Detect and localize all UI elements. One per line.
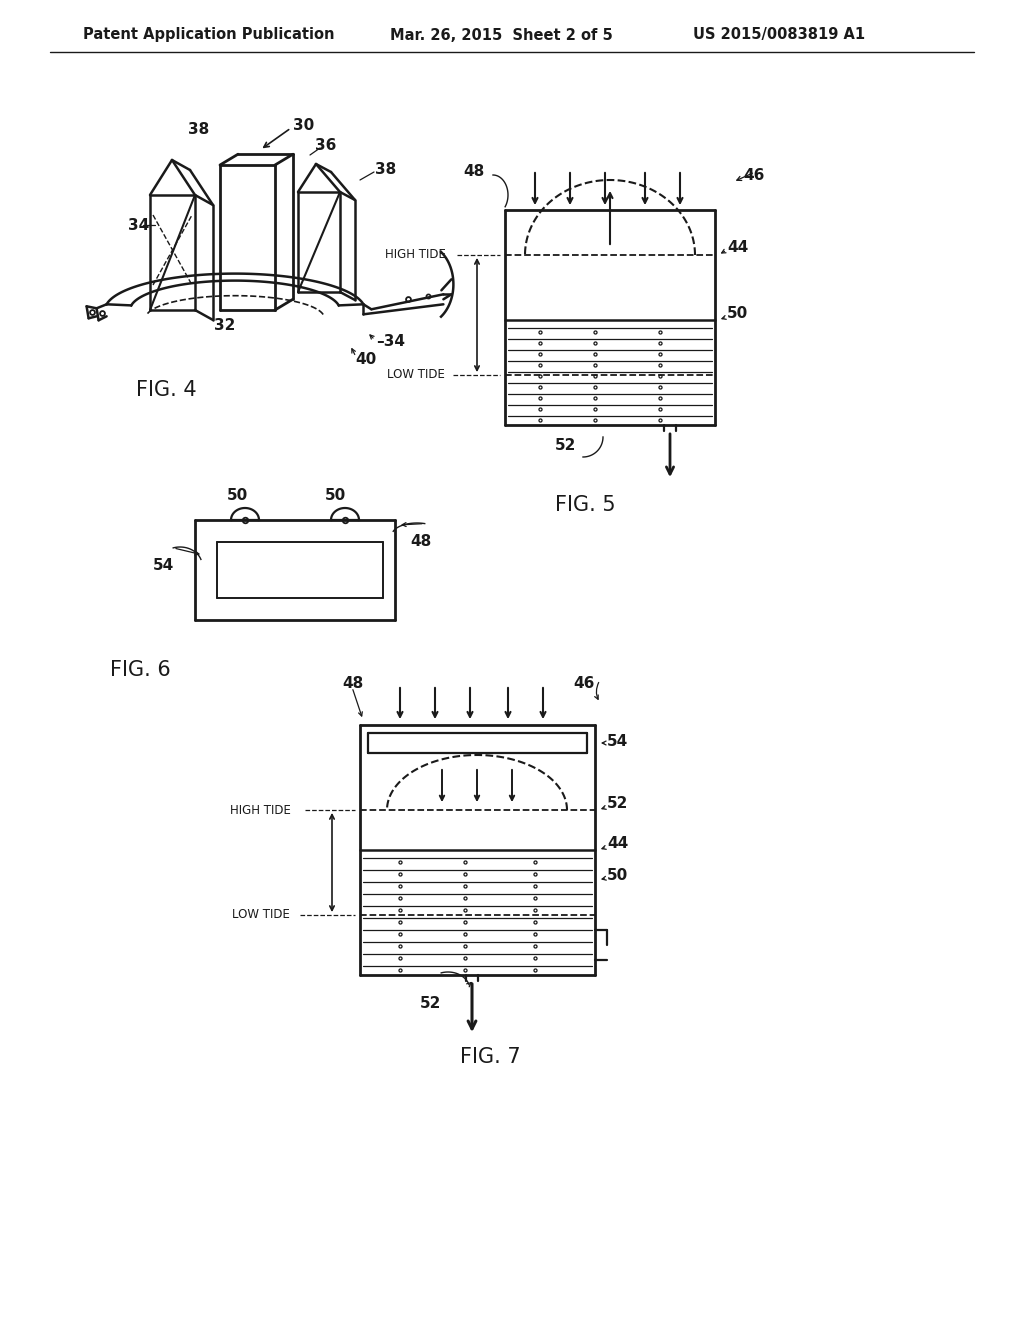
- Text: LOW TIDE: LOW TIDE: [232, 908, 290, 921]
- Text: 36: 36: [315, 137, 336, 153]
- Text: HIGH TIDE: HIGH TIDE: [385, 248, 445, 261]
- Text: –34: –34: [376, 334, 406, 350]
- Text: HIGH TIDE: HIGH TIDE: [230, 804, 291, 817]
- Text: 52: 52: [420, 995, 441, 1011]
- Text: 48: 48: [464, 165, 485, 180]
- Text: FIG. 4: FIG. 4: [136, 380, 197, 400]
- Text: 40: 40: [355, 352, 376, 367]
- Text: FIG. 6: FIG. 6: [110, 660, 171, 680]
- Text: 38: 38: [375, 162, 396, 177]
- Text: 50: 50: [607, 867, 629, 883]
- Text: 48: 48: [410, 535, 431, 549]
- Text: 54: 54: [153, 557, 174, 573]
- Text: LOW TIDE: LOW TIDE: [387, 368, 444, 381]
- Text: 46: 46: [743, 168, 764, 182]
- Text: 34: 34: [128, 218, 150, 232]
- Text: 52: 52: [607, 796, 629, 812]
- Text: 50: 50: [227, 488, 248, 503]
- Text: 30: 30: [293, 117, 314, 132]
- Text: 50: 50: [727, 306, 749, 322]
- Text: 52: 52: [555, 437, 577, 453]
- Text: FIG. 5: FIG. 5: [555, 495, 615, 515]
- Text: 44: 44: [607, 837, 629, 851]
- Text: 46: 46: [573, 676, 594, 690]
- Text: 38: 38: [188, 123, 209, 137]
- Text: 54: 54: [607, 734, 629, 748]
- Text: Patent Application Publication: Patent Application Publication: [83, 28, 335, 42]
- Text: US 2015/0083819 A1: US 2015/0083819 A1: [693, 28, 865, 42]
- Text: 50: 50: [325, 488, 346, 503]
- Text: Mar. 26, 2015  Sheet 2 of 5: Mar. 26, 2015 Sheet 2 of 5: [390, 28, 612, 42]
- Text: 44: 44: [727, 239, 749, 255]
- Text: 48: 48: [342, 676, 364, 690]
- Text: FIG. 7: FIG. 7: [460, 1047, 520, 1067]
- Text: 32: 32: [214, 318, 236, 333]
